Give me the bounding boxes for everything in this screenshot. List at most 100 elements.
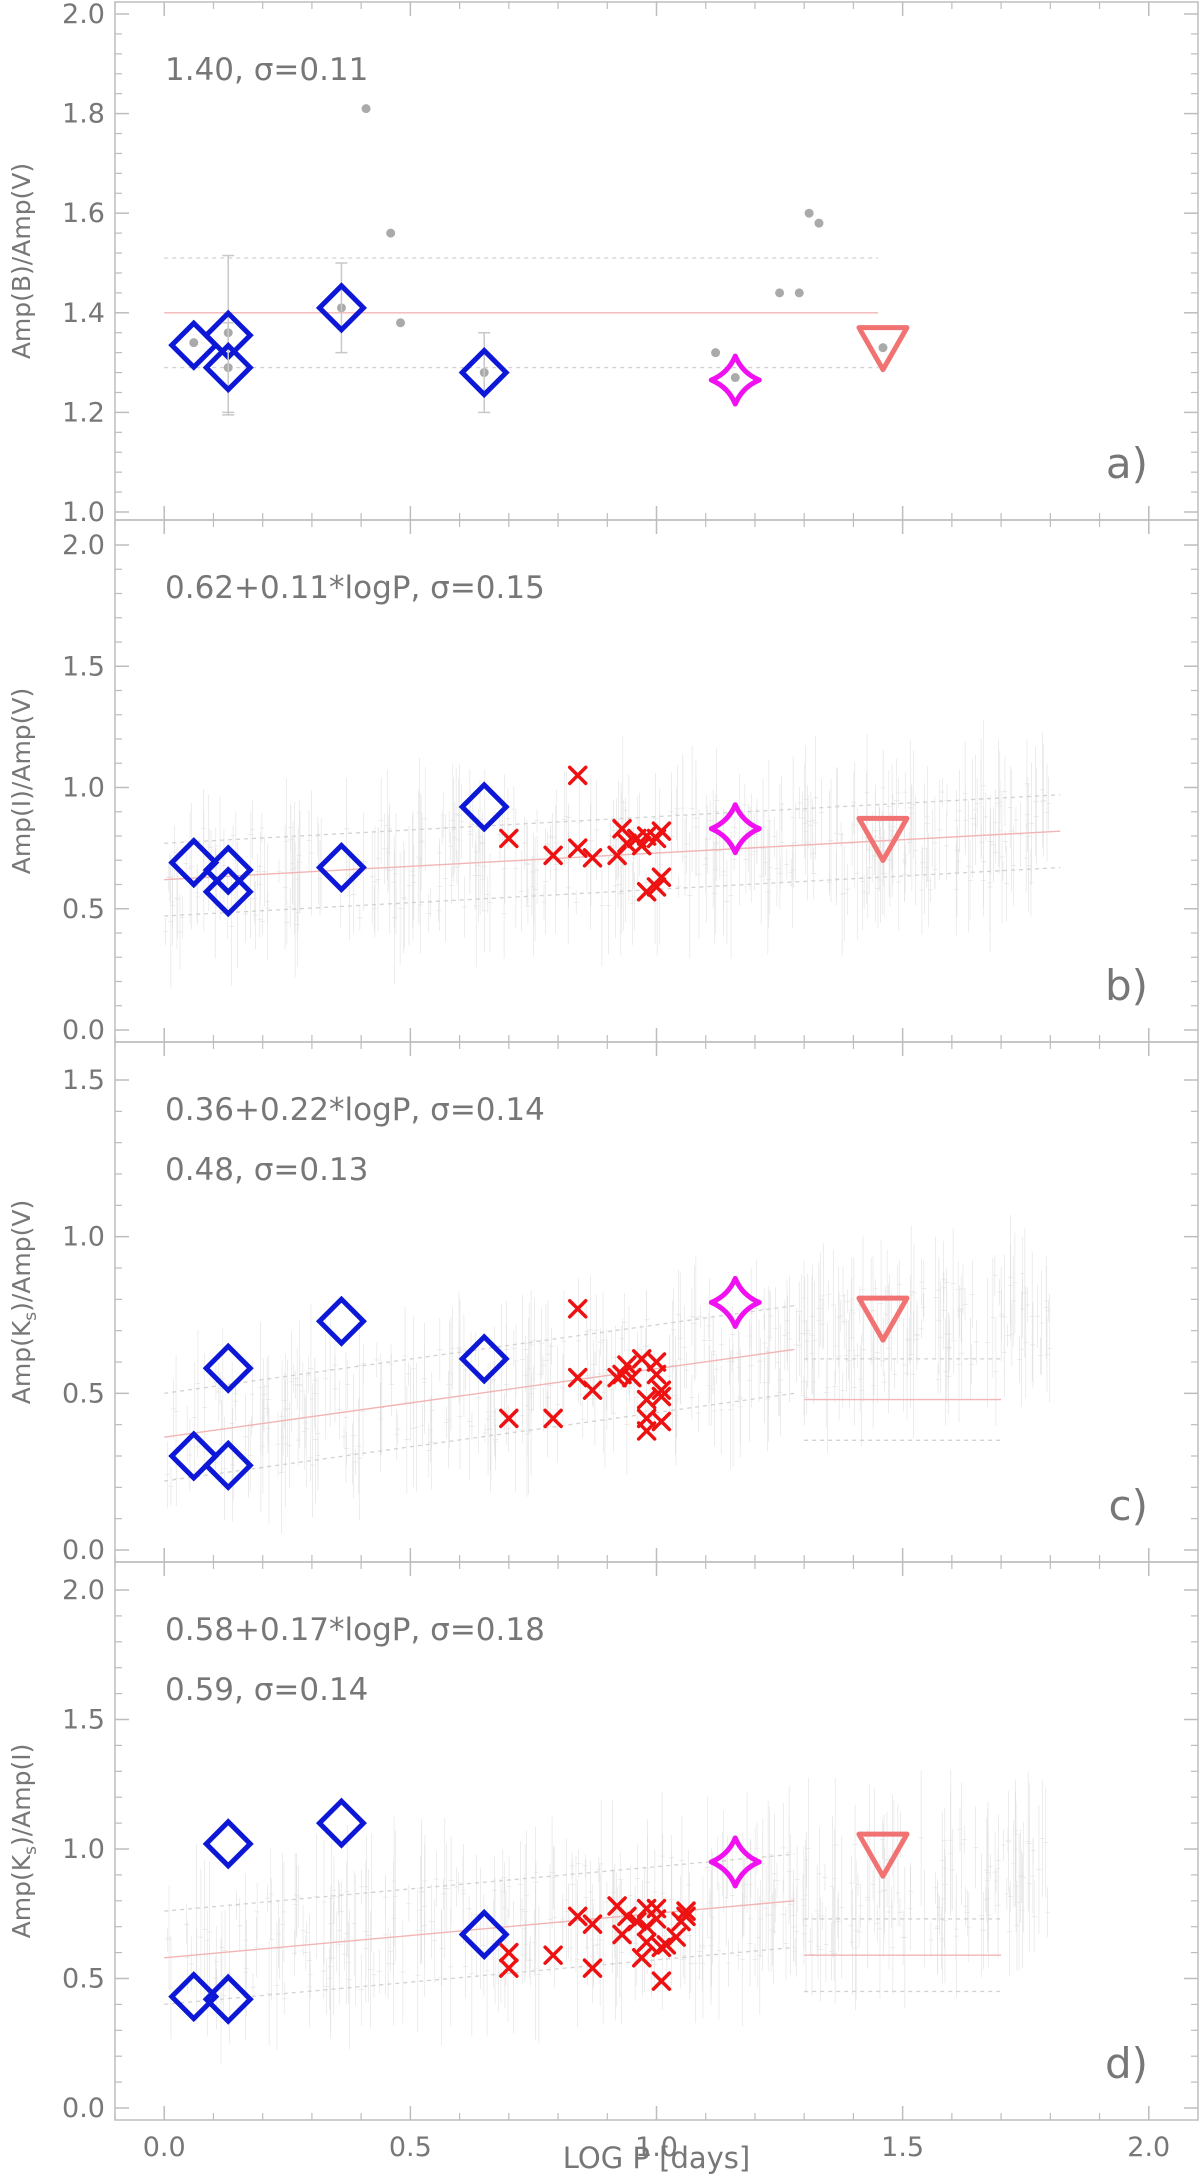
data-point-cross xyxy=(582,848,603,868)
data-point-diamond xyxy=(168,1971,220,2023)
ylabel: Amp(Ks)/Amp(I) xyxy=(7,1744,41,1939)
data-point-cross xyxy=(543,1945,563,1965)
ytick-label: 1.0 xyxy=(62,497,105,528)
data-point-gray xyxy=(794,288,804,298)
data-point-cross xyxy=(582,1958,603,1978)
data-point-cross xyxy=(631,835,652,856)
data-point-triangle xyxy=(856,1295,910,1343)
data-point-diamond xyxy=(458,1333,510,1385)
ytick-label: 1.6 xyxy=(62,198,105,229)
ytick-label: 0.0 xyxy=(62,1015,105,1046)
series-blue-diamond xyxy=(168,1295,510,1491)
data-point-diamond xyxy=(202,1342,254,1394)
series-red-cross xyxy=(499,1896,696,1991)
ylabel: Amp(B)/Amp(V) xyxy=(7,163,36,359)
data-point-gray xyxy=(361,104,371,114)
series-salmon-triangle xyxy=(856,1295,910,1343)
data-point-cross xyxy=(582,1914,603,1934)
data-point-gray xyxy=(804,208,814,218)
ylabel: Amp(I)/Amp(V) xyxy=(7,688,36,875)
data-point-gray xyxy=(396,318,406,328)
data-point-star xyxy=(708,353,762,407)
ytick-label: 0.5 xyxy=(62,1964,105,1995)
xtick-label: 2.0 xyxy=(1127,2132,1170,2163)
annotation: 0.62+0.11*logP, σ=0.15 xyxy=(165,570,545,606)
ytick-label: 1.0 xyxy=(62,1222,105,1253)
data-point-gray xyxy=(711,348,721,358)
annotation: 1.40, σ=0.11 xyxy=(165,52,368,88)
series-salmon-triangle xyxy=(856,815,910,863)
series-blue-diamond xyxy=(168,1797,510,2025)
series-salmon-triangle xyxy=(856,325,910,373)
data-point-cross xyxy=(543,1408,563,1429)
series-magenta-star xyxy=(708,1275,762,1329)
data-point-star xyxy=(708,1275,762,1329)
series-blue-diamond xyxy=(168,254,510,416)
data-point-cross xyxy=(651,821,672,841)
data-point-cross xyxy=(636,1421,657,1441)
xtick-label: 1.0 xyxy=(635,2132,678,2163)
series-red-cross xyxy=(499,1298,672,1441)
data-point-cross xyxy=(499,1958,519,1978)
data-point-cross xyxy=(567,838,588,858)
panel-3: 0.0 0.5 1.0 1.5 Amp(Ks)/Amp(V) 0.36+0.22*logP… xyxy=(7,1041,1199,1566)
ylabel: Amp(Ks)/Amp(V) xyxy=(7,1200,41,1404)
data-point-diamond xyxy=(202,1439,254,1491)
data-point-cross xyxy=(499,828,519,849)
ytick-label: 0.5 xyxy=(62,1378,105,1409)
ytick-label: 1.5 xyxy=(62,1065,105,1096)
series-red-cross xyxy=(499,765,672,902)
ytick-label: 0.0 xyxy=(62,1535,105,1566)
data-point-diamond xyxy=(202,866,254,918)
data-point-diamond xyxy=(168,837,220,889)
series-magenta-star xyxy=(708,802,762,856)
data-point-star xyxy=(708,1835,762,1889)
panel-label: c) xyxy=(1109,1481,1148,1530)
data-point-cross xyxy=(651,867,672,887)
ytick-label: 1.8 xyxy=(62,99,105,130)
data-point-diamond xyxy=(202,844,254,896)
data-point-cross xyxy=(636,1932,657,1952)
data-point-diamond xyxy=(315,841,367,894)
ytick-label: 2.0 xyxy=(62,530,105,561)
data-point-gray xyxy=(189,338,199,348)
data-point-cross xyxy=(617,1355,637,1375)
data-point-cross xyxy=(646,877,667,897)
xtick-label: 0.0 xyxy=(143,2132,186,2163)
ytick-label: 2.0 xyxy=(62,1575,105,1606)
data-point-triangle xyxy=(856,1831,910,1879)
series-magenta-star xyxy=(708,1835,762,1889)
data-point-cross xyxy=(666,1927,686,1947)
data-point-diamond xyxy=(315,1295,367,1347)
panel-1: 1.0 1.2 1.4 1.6 1.8 2.0 Amp(B)/Amp(V) 1.40, σ=0… xyxy=(7,0,1199,528)
data-point-cross xyxy=(651,1971,672,1991)
panel-label: d) xyxy=(1105,2039,1148,2088)
fit-line-fit xyxy=(164,1348,795,1438)
data-point-gray xyxy=(730,373,740,383)
data-point-cross xyxy=(617,1906,637,1927)
data-point-cross xyxy=(631,1948,652,1968)
ytick-label: 1.5 xyxy=(62,651,105,682)
ytick-label: 0.5 xyxy=(62,894,105,925)
ytick-label: 1.2 xyxy=(62,397,105,428)
fit-line-sigma-lower xyxy=(164,1946,795,2006)
data-point-cross xyxy=(646,1364,667,1385)
ytick-label: 1.0 xyxy=(62,1834,105,1865)
series-salmon-triangle xyxy=(856,1831,910,1879)
xlabel: LOG P [days] xyxy=(563,2141,750,2175)
data-point-cross xyxy=(499,1408,519,1429)
data-point-cross xyxy=(567,1906,588,1927)
data-point-triangle xyxy=(856,815,910,863)
data-point-cross xyxy=(676,1906,696,1927)
data-point-cross xyxy=(651,1411,672,1432)
annotation: 0.59, σ=0.14 xyxy=(165,1672,368,1708)
data-point-gray xyxy=(775,288,785,298)
data-point-cross xyxy=(582,1380,603,1400)
data-point-cross xyxy=(627,1911,647,1932)
data-point-diamond xyxy=(458,347,510,399)
series-blue-diamond xyxy=(168,781,510,918)
data-point-gray xyxy=(878,343,888,353)
background-points xyxy=(164,1215,1053,1534)
data-point-cross xyxy=(499,1942,519,1963)
data-point-cross xyxy=(676,1901,696,1921)
